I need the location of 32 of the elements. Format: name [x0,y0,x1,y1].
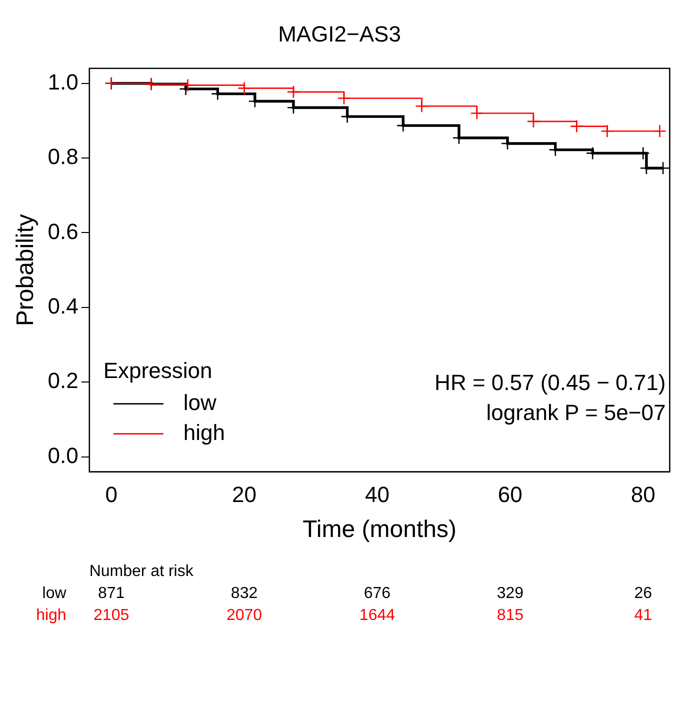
text: 2070 [226,607,262,624]
text: 815 [496,607,524,624]
y-tick-label: 0.6 [48,218,78,244]
text: 41 [634,607,652,624]
legend-label: high [183,420,225,445]
annotation: HR = 0.57 (0.45 − 0.71) [434,370,666,395]
legend-label: low [183,390,217,415]
text: 871 [98,585,125,602]
x-tick-label: 0 [105,482,118,508]
text: 26 [634,585,652,602]
text: 1644 [359,607,396,624]
y-axis-title: Probability [12,214,40,326]
annotation: logrank P = 5e−07 [486,400,666,425]
x-tick-label: 60 [498,482,522,508]
text: Number at risk [89,563,194,580]
x-tick-label: 80 [630,482,656,508]
y-tick-label: 0.8 [48,144,78,170]
text: 676 [364,585,391,602]
x-tick-label: 20 [232,482,257,508]
text: 329 [496,585,524,602]
text: low [42,585,67,602]
text: 832 [230,585,258,602]
x-axis-title: Time (months) [302,516,456,544]
text: 2105 [94,607,130,624]
legend-title: Expression [103,358,212,383]
chart-title: MAGI2−AS3 [278,21,401,46]
y-tick-label: 0.0 [48,442,78,468]
y-tick-label: 1.0 [48,69,78,94]
text: high [36,607,66,624]
x-tick-label: 40 [364,482,390,508]
y-tick-label: 0.2 [48,368,78,394]
y-tick-label: 0.4 [48,294,78,319]
